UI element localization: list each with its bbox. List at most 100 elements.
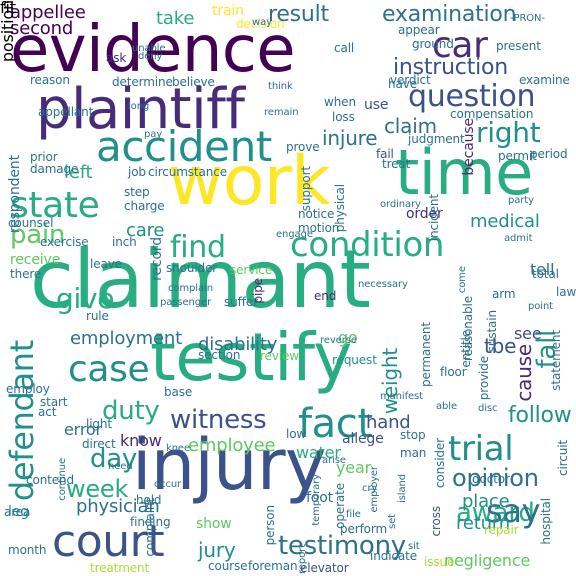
word-finding: finding: [130, 515, 171, 529]
word-able: able: [436, 401, 458, 412]
word-ordinary: ordinary: [380, 199, 421, 210]
word-foot: foot: [306, 490, 333, 506]
word-sustain: sustain: [485, 310, 499, 353]
word-return: return: [456, 513, 510, 534]
word-duty: duty: [102, 396, 160, 426]
word-manifest: manifest: [380, 391, 423, 402]
word-hand: hand: [366, 412, 411, 433]
word-light: light: [86, 417, 112, 431]
word-water: water: [296, 443, 341, 462]
word-course: course: [208, 559, 248, 573]
word-left: left: [64, 162, 93, 183]
word-review: review: [260, 349, 299, 363]
word-support: support: [299, 166, 313, 212]
word-weight: weight: [378, 348, 402, 415]
word-start: start: [40, 395, 68, 409]
word-come: come: [457, 266, 468, 294]
word-section: section: [198, 348, 241, 362]
word-believe: believe: [172, 75, 215, 89]
word-area: area: [4, 505, 31, 519]
word-plaintiff: plaintiff: [36, 77, 245, 142]
word-claimant: claimant: [30, 233, 371, 326]
word-treat: treat: [382, 157, 411, 171]
word-fail: fail: [376, 147, 394, 161]
word-repair: repair: [484, 523, 519, 537]
word-witness: witness: [170, 405, 267, 435]
word-case: case: [68, 349, 150, 390]
word-step: step: [124, 185, 150, 199]
word-counsel: counsel: [8, 216, 54, 230]
word-pron: -PRON-: [510, 13, 545, 24]
word-right: right: [476, 116, 541, 149]
word-loss: loss: [332, 110, 355, 124]
word-reason: reason: [30, 73, 70, 87]
word-stop: stop: [400, 428, 426, 442]
word-employ: employ: [6, 382, 50, 396]
word-island: island: [397, 474, 408, 503]
word-disc: disc: [478, 403, 498, 414]
word-award: award: [456, 498, 535, 528]
word-fit: fit: [0, 0, 16, 17]
word-notice: notice: [298, 207, 335, 221]
word-car: car: [432, 25, 488, 66]
word-testify: testify: [150, 319, 352, 396]
word-time: time: [395, 136, 533, 209]
word-negligence: negligence: [444, 551, 531, 570]
word-necessary: necessary: [358, 279, 408, 290]
word-leave: leave: [90, 257, 122, 271]
word-leg: leg: [8, 504, 29, 520]
word-medical: medical: [470, 211, 540, 232]
word-testimony: testimony: [278, 531, 406, 561]
word-contend: contend: [26, 473, 75, 487]
word-direct: direct: [82, 437, 116, 451]
word-arise: arise: [322, 455, 346, 466]
word-place: place: [462, 491, 510, 512]
word-knee: knee: [166, 443, 191, 454]
word-compensation: compensation: [450, 107, 534, 121]
word-charge: charge: [124, 199, 165, 213]
word-year: year: [336, 458, 372, 477]
word-end: end: [314, 289, 337, 303]
word-motion: motion: [298, 221, 340, 235]
word-permanent: permanent: [419, 322, 433, 387]
word-inch: inch: [112, 235, 137, 249]
word-appear: appear: [398, 23, 440, 37]
word-cause: cause: [512, 344, 536, 402]
word-train: train: [212, 3, 244, 19]
word-cross: cross: [429, 506, 443, 537]
word-opinion: opinion: [452, 464, 539, 492]
word-record: record: [149, 237, 165, 281]
word-find: find: [170, 230, 226, 265]
word-total: total: [532, 267, 559, 281]
word-when: when: [324, 95, 356, 109]
word-follow: follow: [508, 403, 572, 428]
word-man: man: [400, 446, 427, 460]
word-complaint: complaint: [143, 498, 157, 557]
word-service: service: [230, 263, 273, 277]
word-point: point: [528, 301, 554, 312]
word-temporary: temporary: [311, 474, 322, 526]
word-cry: cry: [362, 483, 378, 494]
word-examine: examine: [519, 73, 570, 87]
word-fact: fact: [298, 401, 373, 447]
word-pay: pay: [144, 129, 163, 140]
word-admit: admit: [504, 233, 533, 244]
word-tell: tell: [530, 260, 555, 279]
word-order: order: [406, 206, 443, 222]
word-damage: damage: [30, 162, 79, 176]
word-court: court: [52, 516, 165, 567]
word-floor: floor: [440, 365, 467, 379]
word-ground: ground: [412, 37, 454, 51]
word-accident: accident: [96, 122, 272, 171]
word-reverse: reverse: [320, 335, 357, 346]
word-long: long: [128, 101, 150, 112]
word-elevator: elevator: [300, 561, 349, 575]
word-pain: pain: [10, 220, 66, 250]
word-second: second: [10, 18, 74, 39]
word-present: present: [496, 39, 541, 53]
word-statement: statement: [549, 330, 563, 391]
word-pipe: pipe: [251, 278, 265, 304]
word-have: have: [388, 77, 417, 91]
word-jury: jury: [198, 538, 236, 562]
